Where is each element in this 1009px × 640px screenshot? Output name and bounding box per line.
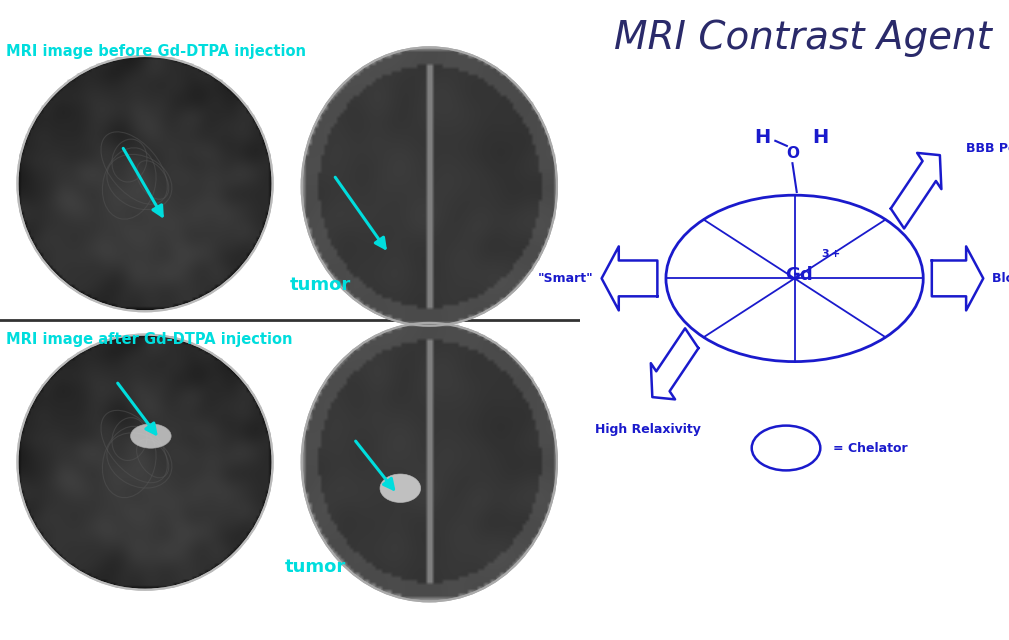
Text: MRI image before Gd-DTPA injection: MRI image before Gd-DTPA injection xyxy=(6,44,306,60)
Ellipse shape xyxy=(302,323,557,602)
Ellipse shape xyxy=(17,56,272,311)
Ellipse shape xyxy=(302,47,557,326)
Text: H: H xyxy=(755,128,771,147)
Text: MRI image after Gd-DTPA injection: MRI image after Gd-DTPA injection xyxy=(6,332,293,347)
Text: $\mathbf{Gd}$: $\mathbf{Gd}$ xyxy=(785,266,813,284)
Ellipse shape xyxy=(130,424,172,448)
Text: BBB Permeable: BBB Permeable xyxy=(966,142,1009,156)
Text: O: O xyxy=(786,146,799,161)
Text: tumor: tumor xyxy=(285,558,345,576)
Text: MRI Contrast Agent: MRI Contrast Agent xyxy=(614,19,993,57)
Text: "Smart": "Smart" xyxy=(537,272,593,285)
Ellipse shape xyxy=(380,474,421,502)
Text: tumor: tumor xyxy=(291,276,351,294)
Text: = Chelator: = Chelator xyxy=(833,442,908,454)
Text: $\mathbf{3+}$: $\mathbf{3+}$ xyxy=(821,247,842,259)
Text: H: H xyxy=(812,128,828,147)
Ellipse shape xyxy=(17,335,272,590)
Text: High Relaxivity: High Relaxivity xyxy=(595,422,701,436)
Text: Blood Pool: Blood Pool xyxy=(992,272,1009,285)
